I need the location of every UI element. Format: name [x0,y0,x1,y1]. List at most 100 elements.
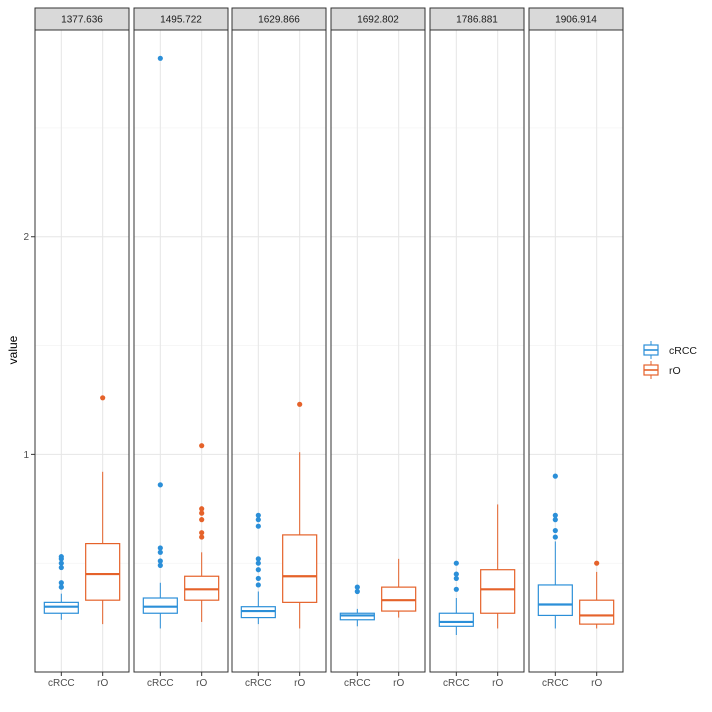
outlier-point [255,575,261,582]
x-tick-label: cRCC [147,678,174,689]
box-rO [579,560,615,629]
outlier-point [100,395,106,401]
panel-border [34,29,130,673]
outlier-point [157,545,163,551]
box-cRCC [142,55,178,629]
box-rO [282,401,318,629]
facet-strip-label: 1377.636 [61,15,103,26]
panel-border [231,29,327,673]
panel-background [134,30,228,672]
outlier-point [594,560,600,566]
legend-label: rO [669,365,681,377]
y-axis-title: value [6,335,20,364]
legend-label: cRCC [669,345,697,357]
outlier-point [453,575,459,582]
y-tick-label: 2 [23,232,29,243]
x-tick-label: rO [591,678,602,689]
outlier-point [199,510,205,516]
outlier-point [255,517,261,523]
outlier-point [552,512,558,518]
box-cRCC [43,554,79,620]
outlier-point [552,527,558,534]
panel-border [133,29,229,673]
facet-panel-0: 1377.636 cRCC rO [34,7,130,689]
box-rO [381,558,417,618]
outlier-point [552,534,558,540]
facet-panel-5: 1906.914 cRCC rO [528,7,624,689]
panel-border [330,29,426,673]
outlier-point [58,580,64,586]
facet-panel-4: 1786.881 cRCC rO [429,7,525,689]
panel-background [331,30,425,672]
outlier-point [552,473,558,479]
outlier-point [354,588,360,595]
box-body [579,599,615,625]
box-body [480,569,516,614]
panel-background [430,30,524,672]
outlier-point [58,564,64,571]
box-cRCC [240,512,276,625]
outlier-point [255,556,261,562]
facet-panels: 1377.636 cRCC rO 1495.722 cRCC rO 1629.866 cRCC… [34,7,624,689]
x-tick-label: rO [492,678,503,689]
legend-item-rO: rO [643,361,681,379]
outlier-point [157,558,163,564]
outlier-point [255,512,261,518]
box-rO [85,395,121,625]
facet-panel-3: 1692.802 cRCC rO [330,7,426,689]
facet-strip-label: 1495.722 [160,15,202,26]
outlier-point [354,584,360,590]
x-tick-label: rO [97,678,108,689]
outlier-point [255,560,261,566]
panel-background [529,30,623,672]
outlier-point [199,534,205,540]
panel-border [528,29,624,673]
x-tick-label: cRCC [344,678,371,689]
box-cRCC [537,473,573,629]
outlier-point [58,584,64,590]
legend: cRCC rO [643,341,697,379]
box-cRCC [438,560,474,636]
facet-panel-2: 1629.866 cRCC rO [231,7,327,689]
x-tick-label: rO [294,678,305,689]
outlier-point [157,549,163,555]
outlier-point [199,506,205,512]
x-tick-label: rO [393,678,404,689]
facet-panel-1: 1495.722 cRCC rO [133,7,229,689]
outlier-point [453,560,459,566]
outlier-point [255,582,261,588]
y-tick-label: 1 [23,450,29,461]
outlier-point [453,571,459,577]
outlier-point [255,567,261,573]
outlier-point [157,482,163,488]
box-body [85,542,121,601]
outlier-point [199,530,205,536]
outlier-point [255,523,261,529]
box-rO [184,443,220,622]
box-cRCC [339,584,375,627]
y-axis: 12 [23,232,35,461]
outlier-point [58,554,64,560]
facet-strip-label: 1906.914 [555,15,597,26]
box-body [438,612,474,627]
box-body [537,584,573,617]
outlier-point [297,401,303,407]
x-tick-label: cRCC [542,678,569,689]
outlier-point [58,560,64,566]
box-body [282,534,318,603]
outlier-point [552,517,558,523]
outlier-point [199,443,205,449]
facet-strip-label: 1629.866 [258,15,300,26]
legend-item-cRCC: cRCC [643,341,697,359]
outlier-point [453,586,459,592]
panel-border [429,29,525,673]
outlier-point [157,55,163,61]
x-tick-label: cRCC [443,678,470,689]
x-tick-label: cRCC [48,678,75,689]
x-tick-label: rO [196,678,207,689]
x-tick-label: cRCC [245,678,272,689]
facet-strip-label: 1692.802 [357,15,399,26]
outlier-point [157,562,163,568]
box-rO [480,504,516,629]
